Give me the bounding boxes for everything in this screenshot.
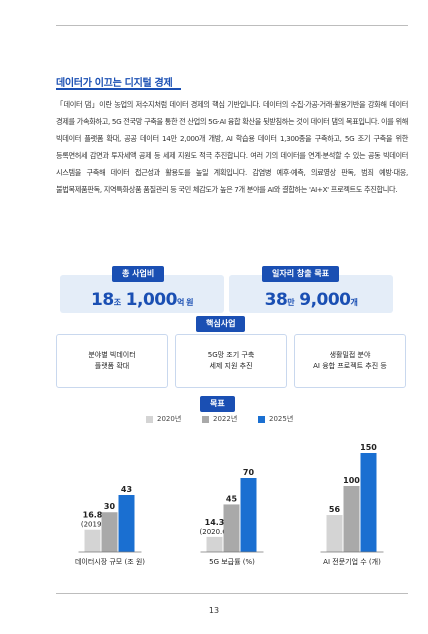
jobs-unit-2: 개 [350, 298, 358, 307]
bar-value-label: 16.8 [83, 511, 103, 520]
category-label: 5G 보급률 (%) [209, 558, 255, 566]
legend-2025: 2025년 [258, 414, 293, 424]
bar-value-label: 30 [104, 502, 116, 511]
core-item-line: 플랫폼 확대 [94, 362, 130, 370]
title-underline [56, 88, 181, 90]
bar-2022년-1 [223, 504, 240, 552]
legend-label: 2020년 [157, 415, 182, 423]
goal-label: 목표 [200, 396, 235, 412]
section-title: 데이터가 이끄는 디지털 경제 [56, 78, 173, 89]
bar-value-label: 56 [329, 505, 341, 514]
legend-swatch [146, 415, 153, 423]
legend-label: 2025년 [269, 415, 294, 423]
bar-2025년-2 [360, 453, 377, 552]
category-label: AI 전문기업 수 (개) [323, 557, 381, 566]
bar-note-label: (2020.6) [200, 528, 230, 536]
jobs-num-2: 9,000 [299, 290, 351, 310]
budget-label: 총 사업비 [112, 266, 165, 282]
core-item-line: 생활밀접 분야 [329, 351, 371, 359]
legend-swatch [258, 415, 265, 423]
category-label: 데이터시장 규모 (조 원) [75, 557, 145, 566]
bar-value-label: 70 [243, 468, 255, 477]
core-item-line: 5G망 조기 구축 [207, 351, 255, 359]
bar-note-label: (2019) [81, 521, 105, 529]
bar-value-label: 14.3 [205, 518, 225, 527]
legend-2020: 2020년 [146, 414, 181, 424]
bar-2020년-0 [84, 529, 101, 552]
bar-value-label: 43 [121, 485, 132, 494]
jobs-num-1: 38 [264, 290, 288, 310]
jobs-label: 일자리 창출 목표 [262, 266, 340, 282]
bottom-rule [56, 593, 408, 594]
page-number: 13 [208, 606, 220, 615]
bar-2022년-0 [101, 512, 118, 552]
bar-2025년-0 [118, 495, 135, 552]
core-item-line: AI 융합 프로젝트 추진 등 [313, 362, 387, 370]
bar-value-label: 100 [343, 476, 360, 485]
bar-2022년-2 [343, 486, 360, 552]
budget-unit-2: 억 원 [176, 298, 194, 307]
legend-2022: 2022년 [202, 414, 237, 424]
body-paragraph: 「데이터 댐」이란 농업의 저수지처럼 데이터 경제의 핵심 기반입니다. 데이… [56, 100, 408, 195]
bar-2020년-2 [326, 515, 343, 552]
jobs-value: 38만 9,000개 [229, 290, 393, 310]
bar-value-label: 150 [360, 443, 377, 452]
budget-num-1: 18 [91, 290, 114, 310]
goal-bar-chart: 16.8(2019) 30 43 데이터시장 규모 (조 원) 14.3(2020.6)… [75, 443, 384, 566]
core-item-line: 세제 지원 추진 [209, 362, 253, 370]
top-rule [56, 25, 408, 26]
legend-swatch [202, 415, 209, 423]
budget-num-2: 1,000 [125, 290, 178, 310]
bar-2025년-1 [240, 478, 257, 552]
budget-unit-1: 조 [113, 298, 121, 307]
budget-value: 18조 1,000억 원 [60, 290, 224, 310]
jobs-unit-1: 만 [287, 298, 295, 307]
bar-value-label: 45 [226, 494, 238, 503]
core-item-line: 분야별 빅데이터 [88, 351, 136, 359]
legend-label: 2022년 [213, 415, 238, 423]
core-label: 핵심사업 [196, 316, 246, 332]
bar-2020년-1 [206, 536, 223, 552]
core-item-ai: 생활밀접 분야 AI 융합 프로젝트 추진 등 [294, 334, 406, 388]
